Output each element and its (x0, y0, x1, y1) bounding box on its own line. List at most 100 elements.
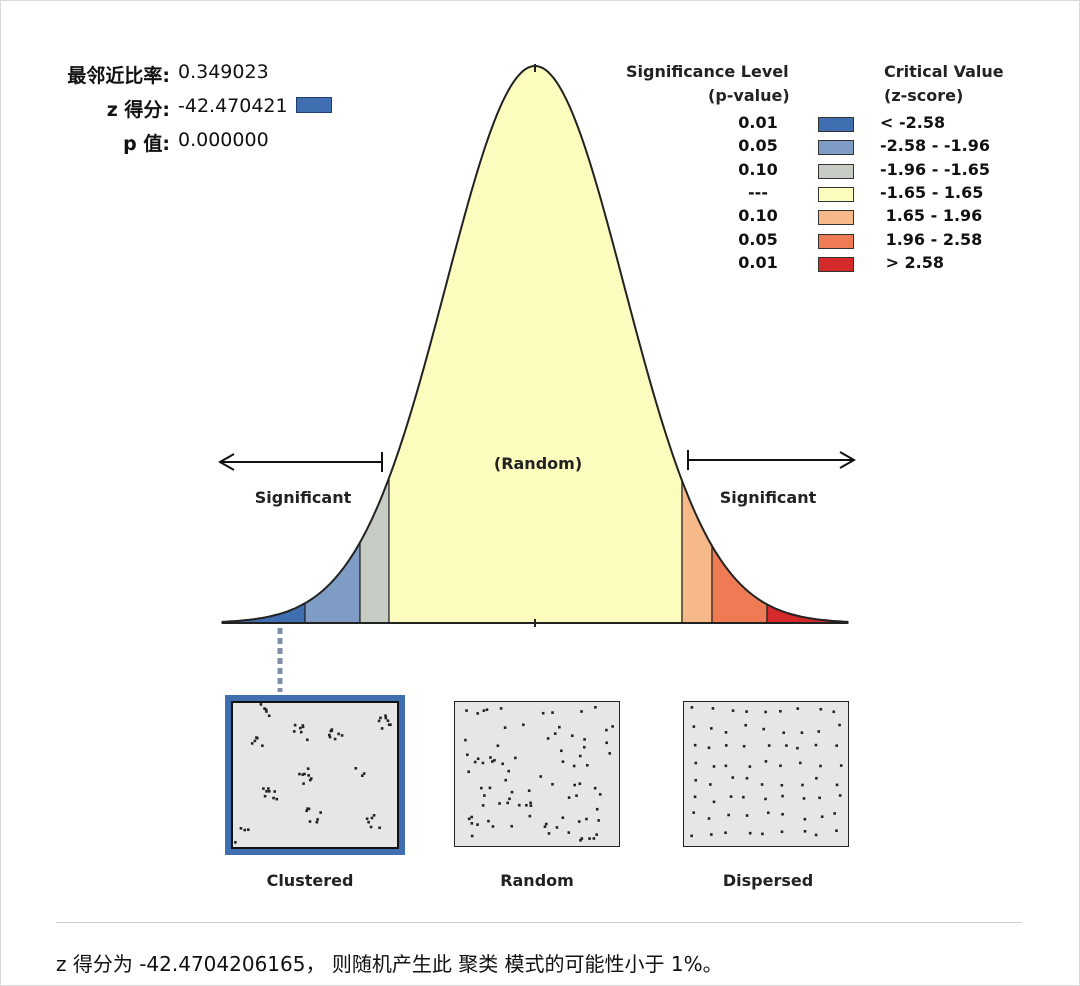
point-marker (293, 723, 297, 727)
point-marker (727, 813, 730, 817)
point-marker (707, 817, 711, 820)
point-marker (820, 815, 824, 819)
point-marker (745, 814, 749, 817)
point-marker (470, 834, 474, 838)
point-marker (525, 803, 528, 807)
point-marker (707, 746, 711, 750)
point-marker (710, 833, 713, 836)
point-marker (611, 725, 614, 728)
point-marker (605, 728, 608, 732)
legend-swatch (818, 186, 854, 202)
point-marker (506, 801, 510, 805)
point-marker (496, 744, 500, 748)
point-marker (476, 823, 479, 826)
summary-text: z 得分为 -42.4704206165， 则随机产生此 聚类 模式的可能性小于… (56, 952, 723, 976)
legend-swatch (818, 210, 854, 226)
dispersed-pattern-panel[interactable] (683, 701, 849, 847)
point-marker (272, 796, 275, 800)
point-marker (767, 744, 771, 747)
point-marker (489, 756, 492, 759)
point-marker (467, 817, 471, 821)
point-marker (724, 731, 728, 734)
random-label: (Random) (494, 454, 582, 473)
point-marker (712, 800, 716, 804)
point-marker (299, 730, 303, 734)
point-marker (694, 761, 698, 765)
point-marker (815, 776, 818, 780)
point-marker (265, 790, 268, 793)
point-marker (504, 778, 508, 782)
point-marker (465, 709, 468, 712)
point-marker (255, 736, 258, 739)
point-marker (567, 796, 571, 799)
point-marker (835, 829, 838, 833)
point-marker (510, 790, 514, 794)
legend-z-range: -1.65 - 1.65 (880, 182, 984, 202)
point-marker (243, 828, 247, 832)
point-marker (491, 760, 494, 763)
point-marker (709, 783, 712, 786)
point-marker (712, 765, 716, 768)
point-marker (367, 820, 370, 824)
point-marker (731, 776, 735, 779)
point-marker (309, 777, 313, 780)
point-marker (745, 710, 748, 713)
random-points (464, 706, 614, 842)
clustered-pattern-panel[interactable] (231, 701, 399, 849)
point-marker (340, 734, 344, 737)
point-marker (767, 811, 770, 815)
point-marker (365, 817, 369, 821)
point-marker (832, 710, 836, 714)
legend-crit-header: Critical Value (884, 62, 1004, 81)
point-marker (482, 709, 486, 712)
point-marker (608, 752, 612, 755)
point-marker (594, 706, 597, 709)
legend-swatch (818, 163, 854, 179)
point-marker (487, 819, 490, 823)
clustered-caption: Clustered (266, 871, 354, 890)
point-marker (558, 725, 561, 729)
legend-sig-header: Significance Level (626, 62, 789, 81)
point-marker (779, 764, 782, 768)
point-marker (262, 787, 265, 790)
point-marker (598, 793, 602, 796)
point-marker (582, 745, 586, 749)
point-marker (803, 829, 807, 833)
point-marker (498, 802, 501, 805)
point-marker (572, 764, 576, 768)
point-marker (301, 725, 305, 729)
point-marker (246, 828, 250, 831)
point-marker (693, 795, 697, 799)
point-marker (529, 804, 533, 807)
point-marker (595, 807, 599, 811)
point-marker (800, 731, 804, 735)
z-score-color-swatch (296, 97, 332, 113)
point-marker (579, 839, 582, 842)
point-marker (306, 738, 309, 742)
point-marker (372, 814, 376, 817)
point-marker (575, 794, 578, 797)
point-marker (817, 730, 821, 733)
point-marker (483, 794, 486, 797)
point-marker (522, 723, 525, 727)
point-marker (362, 772, 366, 775)
point-marker (835, 783, 839, 787)
band-1-65-to-1-96 (681, 480, 713, 624)
point-marker (833, 812, 836, 815)
band-random (388, 65, 683, 624)
point-marker (742, 795, 745, 799)
band-below-2-58 (221, 602, 306, 624)
point-marker (501, 762, 504, 766)
point-marker (748, 765, 752, 768)
random-pattern-panel[interactable] (454, 701, 620, 847)
point-marker (303, 772, 306, 776)
legend-z-range: > 2.58 (880, 252, 945, 272)
point-marker (561, 760, 565, 764)
point-marker (464, 738, 467, 742)
point-marker (553, 732, 557, 735)
nn-ratio-value: 0.349023 (178, 61, 269, 83)
point-marker (543, 825, 547, 828)
point-marker (330, 728, 334, 731)
point-marker (781, 794, 784, 798)
point-marker (302, 782, 305, 785)
